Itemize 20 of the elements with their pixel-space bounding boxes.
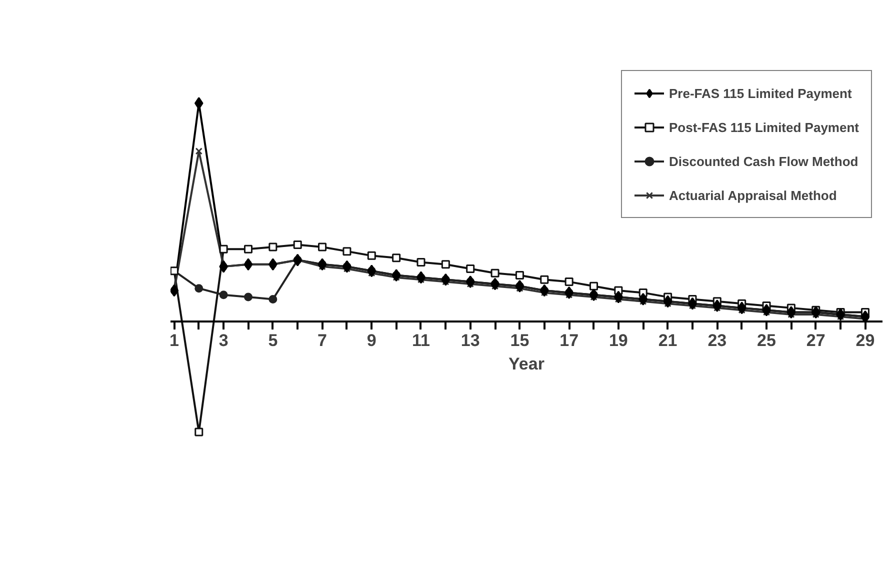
legend-label: Actuarial Appraisal Method bbox=[668, 188, 837, 202]
x-tick-label: 3 bbox=[218, 331, 228, 350]
x-tick-label: 29 bbox=[856, 331, 875, 350]
x-tick-label: 21 bbox=[658, 331, 678, 350]
x-tick-label: 7 bbox=[318, 331, 328, 350]
x-tick-label: 9 bbox=[366, 331, 376, 350]
x-tick-label: 19 bbox=[608, 331, 628, 350]
x-axis-title: Year bbox=[508, 354, 545, 374]
x-tick-label: 27 bbox=[806, 331, 826, 350]
x-tick-label: 15 bbox=[510, 331, 530, 350]
x-tick-label: 13 bbox=[460, 331, 480, 350]
legend-label: Discounted Cash Flow Method bbox=[668, 154, 858, 168]
x-tick-label: 17 bbox=[560, 331, 579, 350]
legend-label: Post-FAS 115 Limited Payment bbox=[668, 120, 859, 134]
x-tick-label: 11 bbox=[412, 331, 430, 350]
x-tick-label: 25 bbox=[757, 331, 776, 350]
x-tick-label: 5 bbox=[268, 331, 278, 350]
x-tick-label: 23 bbox=[708, 331, 727, 350]
x-tick-label: 1 bbox=[169, 331, 179, 350]
legend-label: Pre-FAS 115 Limited Payment bbox=[668, 86, 852, 100]
